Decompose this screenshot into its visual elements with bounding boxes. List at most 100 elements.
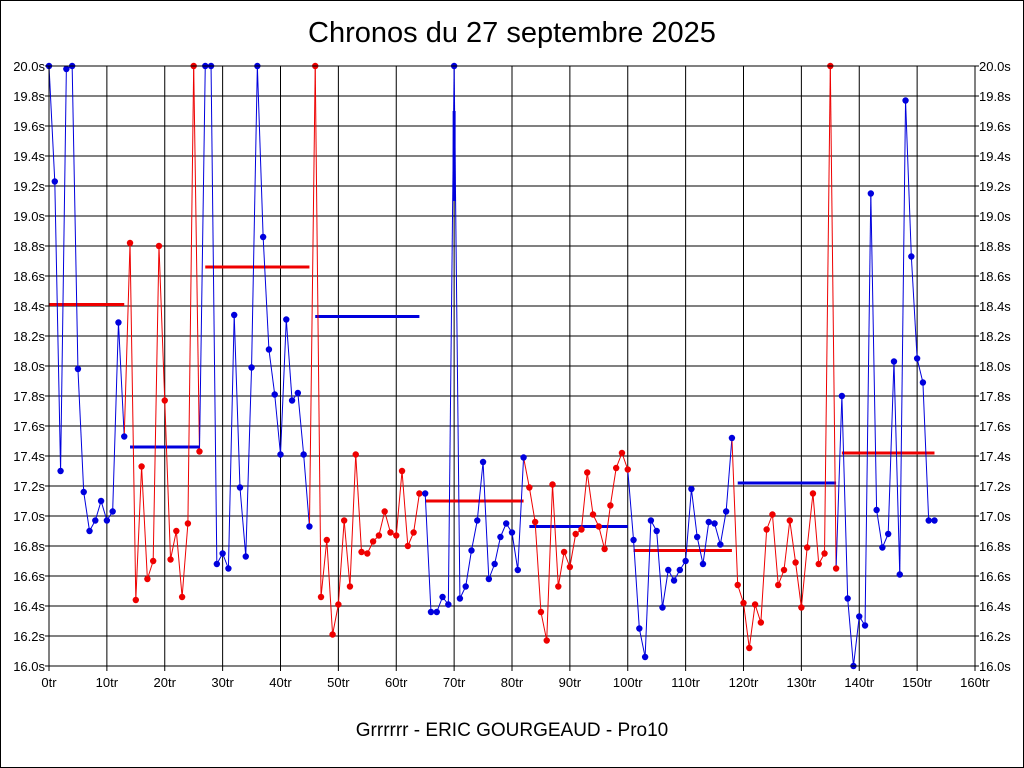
lap-point xyxy=(890,358,898,365)
series-segment xyxy=(343,520,351,587)
series-segment xyxy=(83,491,91,532)
series-segment xyxy=(771,514,779,586)
lap-point xyxy=(433,608,440,616)
x-tick-label: 40tr xyxy=(269,675,292,690)
lap-point xyxy=(861,622,869,629)
series-segment xyxy=(604,505,611,550)
lap-point xyxy=(682,557,689,565)
lap-point xyxy=(746,644,753,652)
lap-point xyxy=(259,233,267,241)
lap-point xyxy=(231,311,238,319)
lap-point xyxy=(462,583,469,590)
series-segment xyxy=(511,532,519,571)
series-segment xyxy=(852,616,860,667)
series-segment xyxy=(633,539,640,629)
y-tick-label-right: 17.8s xyxy=(979,389,1011,404)
series-segment xyxy=(332,604,339,635)
lap-point xyxy=(798,604,805,611)
series-segment xyxy=(580,472,588,530)
series-segment xyxy=(239,487,247,557)
y-tick-label-left: 19.4s xyxy=(13,149,45,164)
series-segment xyxy=(77,368,85,493)
lap-point xyxy=(97,497,105,505)
lap-point xyxy=(410,529,417,536)
series-segment xyxy=(384,511,391,533)
lap-point xyxy=(711,520,718,527)
lap-point xyxy=(306,523,313,530)
lap-point xyxy=(416,490,423,497)
series-segment xyxy=(280,319,287,455)
x-tick-label: 130tr xyxy=(787,675,817,690)
lap-point xyxy=(398,467,406,475)
lap-point xyxy=(537,608,545,616)
y-tick-label-right: 20.0s xyxy=(979,59,1011,74)
series-segment xyxy=(210,65,218,565)
lap-point xyxy=(925,517,932,524)
y-tick-label-right: 16.2s xyxy=(979,629,1011,644)
series-segment xyxy=(847,598,854,667)
series-segment xyxy=(337,520,345,605)
series-segment xyxy=(644,520,652,658)
lap-point xyxy=(572,530,579,538)
series-segment xyxy=(465,550,472,587)
lap-point xyxy=(271,391,278,398)
lap-point xyxy=(578,526,585,533)
series-segment xyxy=(638,628,646,658)
lap-point xyxy=(873,506,880,514)
lap-point xyxy=(531,518,539,526)
lap-point xyxy=(126,239,134,247)
series-segment xyxy=(719,511,727,545)
series-segment xyxy=(285,319,293,401)
lap-point xyxy=(636,625,643,632)
chart-title: Chronos du 27 septembre 2025 xyxy=(308,17,716,49)
y-tick-label-left: 20.0s xyxy=(13,59,45,74)
series-segment xyxy=(470,520,478,551)
y-tick-label-left: 19.2s xyxy=(13,179,45,194)
series-segment xyxy=(841,395,849,599)
series-segment xyxy=(141,466,148,580)
y-tick-label-right: 18.6s xyxy=(979,269,1011,284)
series-segment xyxy=(598,526,606,550)
lap-point xyxy=(265,346,273,353)
lap-point xyxy=(665,566,672,574)
lap-point xyxy=(387,529,394,536)
series-segment xyxy=(476,461,484,521)
series-segment xyxy=(233,314,241,488)
series-segment xyxy=(181,523,189,598)
y-tick-label-left: 18.8s xyxy=(13,239,45,254)
series-segment xyxy=(812,493,820,565)
y-tick-label-left: 17.0s xyxy=(13,509,45,524)
series-segment xyxy=(135,466,143,601)
series-segment xyxy=(690,488,698,538)
lap-point xyxy=(694,533,701,541)
series-segment xyxy=(245,367,253,557)
lap-point xyxy=(277,451,284,458)
series-segment xyxy=(129,242,137,601)
series-segment xyxy=(355,454,363,553)
series-segment xyxy=(870,193,878,511)
lap-point xyxy=(902,97,909,104)
series-segment xyxy=(864,193,872,626)
lap-point xyxy=(369,538,377,545)
series-segment xyxy=(748,604,756,649)
x-tick-label: 90tr xyxy=(559,675,582,690)
lap-point xyxy=(722,508,730,515)
lap-point xyxy=(815,560,822,568)
series-segment xyxy=(274,394,281,455)
series-segment xyxy=(60,68,67,472)
lap-point xyxy=(248,364,255,371)
series-segment xyxy=(326,539,334,635)
series-segment xyxy=(552,484,559,587)
y-tick-label-left: 17.2s xyxy=(13,479,45,494)
y-tick-label-left: 16.0s xyxy=(13,659,45,674)
lap-point xyxy=(485,575,493,583)
series-segment xyxy=(910,256,918,359)
lap-point xyxy=(225,565,232,572)
x-tick-label: 50tr xyxy=(327,675,350,690)
y-tick-label-right: 17.0s xyxy=(979,509,1011,524)
lap-point xyxy=(913,355,921,362)
lap-point xyxy=(653,527,660,535)
series-segment xyxy=(806,493,814,548)
series-segment xyxy=(175,530,183,598)
plot-border xyxy=(48,65,976,667)
